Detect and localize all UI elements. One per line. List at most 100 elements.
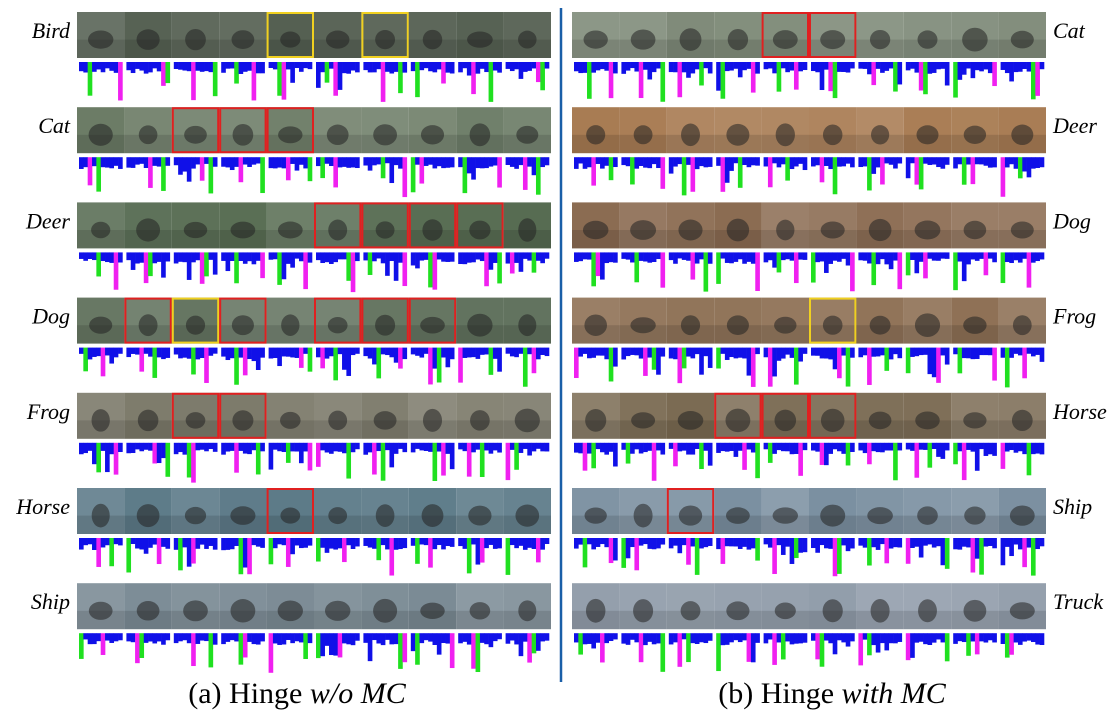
prob-bar: [329, 62, 334, 69]
prob-bar: [79, 633, 84, 659]
prob-bar: [351, 538, 356, 549]
prob-bar: [333, 443, 338, 452]
frame-subject: [89, 124, 113, 146]
prob-bar: [1014, 157, 1019, 169]
prob-bar: [355, 62, 360, 72]
frame-subject: [962, 28, 988, 52]
frame-subject: [232, 410, 253, 430]
prob-bar: [428, 633, 433, 641]
prob-bar: [932, 633, 937, 642]
prob-bar: [209, 633, 214, 667]
prob-bar: [351, 157, 356, 167]
prob-bar: [936, 538, 941, 546]
prob-bar: [677, 62, 682, 97]
prob-bar: [785, 157, 790, 180]
prob-bar: [277, 157, 282, 167]
frame-subject: [376, 504, 395, 527]
prob-bar: [174, 538, 179, 550]
prob-bar: [682, 62, 687, 72]
prob-bar: [945, 443, 950, 451]
frame-subject: [184, 222, 207, 238]
prob-bar: [316, 62, 321, 88]
frame-subject: [518, 218, 536, 242]
prob-bar: [295, 348, 300, 358]
frame-subject: [326, 31, 349, 49]
prob-bar: [738, 633, 743, 642]
prob-bar: [725, 633, 730, 645]
prob-bar: [105, 348, 110, 356]
prob-bar: [467, 633, 472, 644]
prob-bar: [109, 62, 114, 71]
prob-bar: [411, 157, 416, 192]
prob-bar: [126, 348, 131, 357]
prob-bar: [437, 633, 442, 654]
prob-bar: [308, 252, 313, 262]
prob-bar: [850, 157, 855, 167]
prob-bar: [1001, 252, 1006, 283]
prob-bar: [252, 443, 257, 450]
prob-bar: [738, 443, 743, 451]
prob-bar: [161, 62, 166, 86]
prob-bar: [764, 633, 769, 643]
prob-bar: [243, 633, 248, 657]
prob-bar: [389, 157, 394, 183]
prob-bar: [820, 62, 825, 90]
prob-bar: [243, 538, 248, 568]
prob-bar: [691, 62, 696, 73]
prob-bar: [139, 443, 144, 451]
prob-bar: [846, 252, 851, 265]
frame-subject: [725, 409, 750, 432]
prob-bar: [1005, 443, 1010, 452]
prob-bar: [1022, 157, 1027, 171]
prob-bar: [118, 157, 123, 169]
prob-bar: [828, 252, 833, 264]
prob-bar: [437, 157, 442, 166]
prob-bar: [303, 633, 308, 659]
prob-bar: [928, 348, 933, 375]
prob-bar: [932, 157, 937, 164]
prob-bar: [975, 252, 980, 260]
prob-bar: [273, 62, 278, 69]
prob-bar: [363, 348, 368, 357]
prob-bar: [677, 157, 682, 164]
prob-bar: [682, 348, 687, 369]
frame-subject: [963, 317, 986, 334]
prob-bar: [768, 62, 773, 68]
prob-bar: [165, 157, 170, 166]
prob-bar: [652, 62, 657, 72]
prob-bar: [213, 538, 218, 550]
prob-bar: [157, 348, 162, 358]
prob-bar: [282, 157, 287, 168]
prob-bar: [209, 443, 214, 449]
prob-bar: [1001, 348, 1006, 358]
prob-bar: [1005, 538, 1010, 547]
prob-bar: [385, 157, 390, 163]
prob-bar: [165, 348, 170, 358]
frame-subject: [634, 504, 653, 528]
prob-bar: [83, 443, 88, 453]
prob-bar: [381, 157, 386, 178]
prob-bar: [252, 252, 257, 264]
prob-bar: [704, 633, 709, 643]
prob-bar: [135, 633, 140, 663]
prob-bar: [118, 633, 123, 640]
prob-bar: [139, 348, 144, 372]
prob-bar: [1035, 252, 1040, 261]
prob-bar: [191, 348, 196, 375]
prob-bar: [677, 443, 682, 452]
prob-bar: [716, 633, 721, 671]
prob-bar: [686, 252, 691, 260]
prob-bar: [88, 538, 93, 544]
prob-bar: [639, 538, 644, 546]
prob-bar: [139, 157, 144, 164]
prob-bar: [260, 348, 265, 358]
prob-bar: [777, 157, 782, 167]
prob-bar: [363, 633, 368, 643]
prob-bar: [815, 443, 820, 452]
prob-bar: [669, 538, 674, 548]
prob-bar: [342, 538, 347, 562]
prob-bar: [1018, 62, 1023, 72]
prob-bar: [910, 538, 915, 548]
prob-bar: [493, 443, 498, 451]
prob-bar: [126, 538, 131, 572]
